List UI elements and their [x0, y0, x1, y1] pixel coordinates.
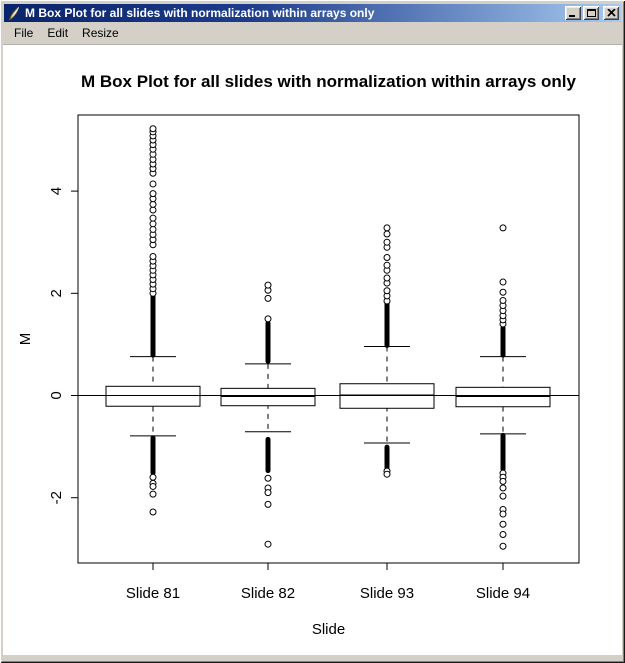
- outlier-point: [264, 500, 272, 508]
- window-title: M Box Plot for all slides with normaliza…: [25, 6, 375, 20]
- outlier-point: [264, 315, 272, 323]
- outlier-point: [264, 489, 272, 497]
- minimize-button[interactable]: [565, 6, 581, 20]
- outlier-dense-band: [150, 435, 156, 476]
- outlier-point: [499, 542, 507, 550]
- menu-resize[interactable]: Resize: [82, 26, 119, 40]
- outlier-point: [149, 473, 157, 481]
- outlier-dense-band: [500, 325, 506, 358]
- outlier-point: [383, 261, 391, 269]
- menu-file[interactable]: File: [14, 26, 34, 40]
- y-axis-title: M: [17, 333, 34, 346]
- iqr-box: [105, 385, 201, 407]
- outlier-point: [149, 482, 157, 490]
- outlier-point: [499, 288, 507, 296]
- outlier-point: [499, 278, 507, 286]
- outlier-point: [149, 214, 157, 222]
- close-icon: [606, 9, 616, 17]
- y-tick-label: 4: [48, 187, 65, 195]
- outlier-point: [149, 206, 157, 214]
- title-bar[interactable]: M Box Plot for all slides with normaliza…: [4, 4, 621, 22]
- outlier-point: [264, 281, 272, 289]
- outlier-dense-band: [265, 320, 271, 364]
- plot-canvas: -2 0 2 4 Slide 81 Slide 82 Slide 93 Slide 94 M B…: [3, 44, 622, 655]
- outlier-point: [499, 510, 507, 518]
- menu-bar: File Edit Resize: [4, 23, 621, 43]
- outlier-point: [499, 224, 507, 232]
- y-tick-label: 2: [48, 289, 65, 297]
- x-axis-title: Slide: [312, 621, 345, 638]
- x-tick-label: Slide 82: [241, 585, 295, 602]
- y-tick-label: -2: [48, 491, 65, 504]
- outlier-point: [383, 238, 391, 246]
- iqr-box: [339, 383, 435, 409]
- outlier-point: [383, 230, 391, 238]
- window-controls: [565, 6, 619, 20]
- outlier-point: [149, 190, 157, 198]
- outlier-point: [383, 254, 391, 262]
- outlier-point: [149, 220, 157, 228]
- outlier-dense-band: [384, 444, 390, 471]
- outlier-point: [149, 200, 157, 208]
- outlier-point: [264, 474, 272, 482]
- outlier-point: [499, 296, 507, 304]
- maximize-button[interactable]: [583, 6, 599, 20]
- outlier-point: [383, 274, 391, 282]
- outlier-dense-band: [265, 436, 271, 474]
- outlier-point: [383, 287, 391, 295]
- outlier-point: [149, 490, 157, 498]
- y-tick-label: 0: [48, 391, 65, 399]
- outlier-dense-band: [500, 432, 506, 472]
- outlier-point: [149, 508, 157, 516]
- outlier-point: [499, 492, 507, 500]
- outlier-point: [149, 253, 157, 261]
- outlier-point: [499, 484, 507, 492]
- chart-title: M Box Plot for all slides with normaliza…: [81, 72, 577, 91]
- plot-frame: [77, 114, 580, 564]
- iqr-box: [455, 386, 551, 408]
- x-tick-label: Slide 81: [126, 585, 180, 602]
- outlier-point: [499, 520, 507, 528]
- boxplot-svg: -2 0 2 4 Slide 81 Slide 82 Slide 93 Slide 94 M B…: [17, 72, 580, 638]
- x-tick-label: Slide 93: [360, 585, 414, 602]
- menu-edit[interactable]: Edit: [47, 26, 69, 40]
- x-tick-label: Slide 94: [476, 585, 530, 602]
- outlier-point: [499, 477, 507, 485]
- close-button[interactable]: [603, 6, 619, 20]
- outlier-point: [383, 224, 391, 232]
- outlier-point: [383, 470, 391, 478]
- maximize-icon: [586, 9, 596, 17]
- outlier-point: [499, 530, 507, 538]
- outlier-point: [264, 294, 272, 302]
- minimize-icon: [568, 15, 575, 17]
- r-graphics-quill-icon: [7, 6, 22, 21]
- outlier-point: [149, 180, 157, 188]
- outlier-point: [149, 125, 157, 133]
- iqr-box: [220, 387, 316, 407]
- outlier-dense-band: [384, 301, 390, 348]
- outlier-point: [264, 540, 272, 548]
- outlier-point: [149, 225, 157, 233]
- outlier-dense-band: [150, 293, 156, 358]
